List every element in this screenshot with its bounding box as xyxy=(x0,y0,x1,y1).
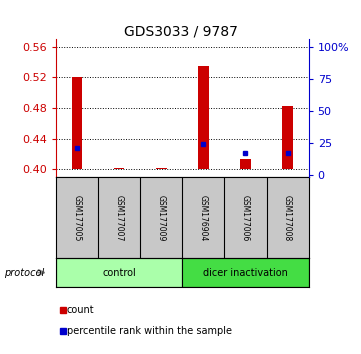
Text: GDS3033 / 9787: GDS3033 / 9787 xyxy=(123,25,238,39)
Text: GSM177007: GSM177007 xyxy=(115,194,123,241)
Bar xyxy=(240,159,251,169)
Text: control: control xyxy=(102,268,136,278)
Text: GSM176904: GSM176904 xyxy=(199,194,208,241)
Text: count: count xyxy=(67,305,95,315)
Bar xyxy=(72,77,82,169)
Text: protocol: protocol xyxy=(4,268,44,278)
Bar xyxy=(156,168,166,169)
Bar xyxy=(182,258,309,287)
Text: GSM177009: GSM177009 xyxy=(157,194,166,241)
Text: GSM177008: GSM177008 xyxy=(283,195,292,241)
Bar xyxy=(282,107,293,169)
Text: GSM177005: GSM177005 xyxy=(73,194,82,241)
Text: percentile rank within the sample: percentile rank within the sample xyxy=(67,326,232,336)
Bar xyxy=(198,66,209,169)
Bar xyxy=(114,168,125,169)
Text: GSM177006: GSM177006 xyxy=(241,194,250,241)
Bar xyxy=(56,258,182,287)
Text: dicer inactivation: dicer inactivation xyxy=(203,268,288,278)
